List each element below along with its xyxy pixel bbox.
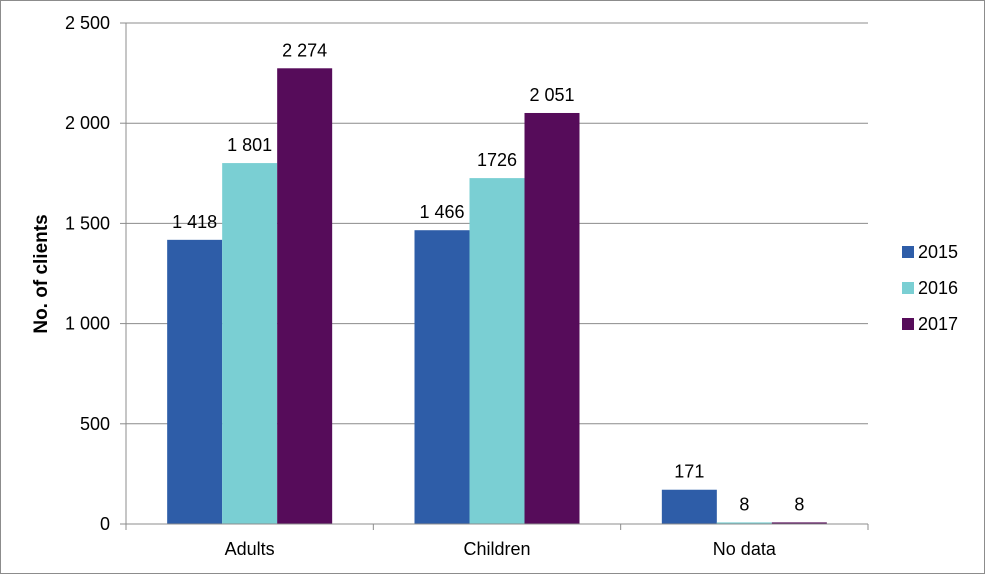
data-label: 171: [674, 462, 704, 482]
legend-swatch: [902, 318, 914, 330]
bar: [277, 68, 333, 524]
y-tick-label: 1 500: [65, 213, 110, 233]
data-label: 1726: [477, 150, 517, 170]
category-label: No data: [713, 539, 777, 559]
category-labels: Adults Children No data: [225, 539, 777, 559]
y-tick-label: 0: [100, 514, 110, 534]
bar: [524, 112, 580, 524]
legend: 2015 2016 2017: [902, 242, 958, 334]
data-label: 2 274: [282, 40, 327, 60]
bars: [167, 68, 827, 525]
bar: [661, 489, 717, 524]
bar: [167, 239, 223, 524]
legend-swatch: [902, 282, 914, 294]
category-label: Children: [463, 539, 530, 559]
data-label: 1 466: [419, 202, 464, 222]
y-tick-label: 500: [80, 414, 110, 434]
category-label: Adults: [225, 539, 275, 559]
bar: [771, 522, 827, 524]
y-tick-label: 1 000: [65, 314, 110, 334]
legend-label: 2015: [918, 242, 958, 262]
data-label: 8: [739, 494, 749, 514]
y-tick-label: 2 000: [65, 113, 110, 133]
data-labels: 1 418 1 801 2 274 1 466 1726 2 051 171 8 8: [172, 40, 804, 514]
bar: [469, 178, 525, 524]
legend-label: 2016: [918, 278, 958, 298]
y-axis-label: No. of clients: [31, 214, 52, 333]
y-tick-label: 2 500: [65, 13, 110, 33]
legend-label: 2017: [918, 314, 958, 334]
bar: [222, 163, 278, 525]
data-label: 8: [794, 494, 804, 514]
y-tick-labels: 0 500 1 000 1 500 2 000 2 500: [65, 13, 110, 534]
legend-swatch: [902, 246, 914, 258]
bar: [716, 522, 772, 524]
bar: [414, 230, 470, 524]
data-label: 1 801: [227, 135, 272, 155]
data-label: 2 051: [529, 85, 574, 105]
data-label: 1 418: [172, 212, 217, 232]
axes: [120, 22, 869, 530]
